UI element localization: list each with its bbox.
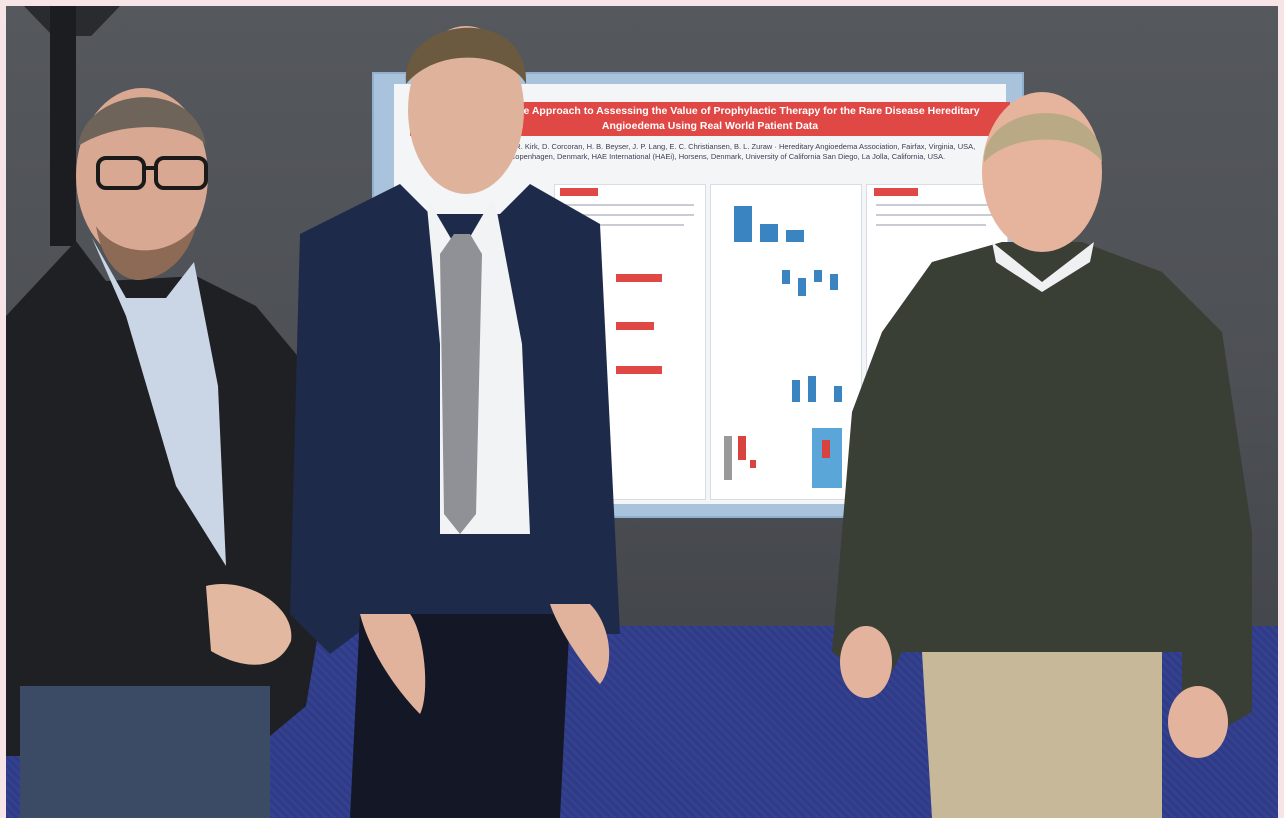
poster-text-line (876, 204, 996, 206)
poster-text-line (564, 224, 684, 226)
poster-figure-bar (798, 278, 806, 296)
poster-figure-bar (782, 270, 790, 284)
photo: A Comprehensive Approach to Assessing th… (6, 6, 1278, 818)
poster-figure-bar (734, 206, 752, 242)
poster-text-line (564, 204, 694, 206)
poster-figure-inset (812, 428, 842, 488)
poster-section-3 (616, 322, 654, 330)
poster-text-line (876, 214, 996, 216)
poster-figure-bar (786, 230, 804, 242)
poster-figure-bar (760, 224, 778, 242)
poster-figure-bar (738, 436, 746, 460)
poster-figure-bar (792, 380, 800, 402)
poster-figure-bar (724, 436, 732, 480)
poster-section-conclusion (874, 188, 918, 196)
poster-section-results (560, 188, 598, 196)
poster-section-2 (616, 274, 662, 282)
stand-post (50, 6, 76, 246)
poster-section-4 (616, 366, 662, 374)
poster-text-line (564, 214, 694, 216)
person-left (6, 88, 326, 818)
poster-figure-bar (822, 440, 830, 458)
poster-figure-bar (750, 460, 756, 468)
poster-figure-bar (814, 270, 822, 282)
poster-figure-bar (834, 386, 842, 402)
person-right (832, 92, 1252, 818)
poster-figure-bar (830, 274, 838, 290)
person-center (290, 26, 620, 818)
poster-figure-bar (808, 376, 816, 402)
poster-text-line (876, 224, 986, 226)
poster-authors: Jakobsen, J. Jeneslund, A. R. Kirk, D. C… (424, 142, 976, 161)
